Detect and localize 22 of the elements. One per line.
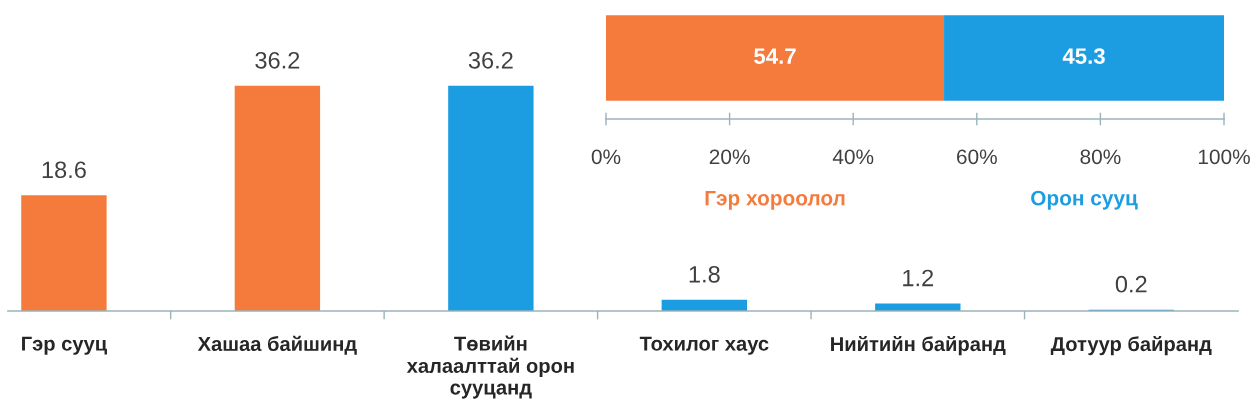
data-label: 54.7 xyxy=(754,48,796,64)
x-tick-label: 100% xyxy=(1198,149,1250,165)
data-label: 36.2 xyxy=(255,51,300,69)
x-tick-label: 20% xyxy=(709,149,750,165)
data-label: 18.6 xyxy=(42,161,86,179)
text: Гэр хороолол xyxy=(705,190,845,210)
x-tick-label: Нийтийн байранд xyxy=(831,336,1006,356)
x-tick-label: 0% xyxy=(591,149,621,165)
x-tick-label: 40% xyxy=(832,149,874,165)
x-tick-label: 60% xyxy=(957,149,997,165)
data-label: 1.2 xyxy=(903,269,934,287)
x-tick-label: 80% xyxy=(1080,149,1121,165)
text: Орон сууц xyxy=(1031,190,1138,210)
x-tick-label: Дотуур байранд xyxy=(1050,336,1212,356)
x-tick-label: Хашаа байшинд xyxy=(197,335,357,355)
data-label: 45.3 xyxy=(1062,48,1105,64)
data-label: 36.2 xyxy=(468,51,513,69)
data-label: 1.8 xyxy=(689,265,720,283)
x-tick-label: Төвийн халаалттай орон сууцанд xyxy=(406,335,574,399)
x-tick-label: Гэр сууц xyxy=(22,336,107,355)
x-tick-label: Тохилог хаус xyxy=(639,336,769,355)
data-label: 0.2 xyxy=(1115,275,1147,293)
